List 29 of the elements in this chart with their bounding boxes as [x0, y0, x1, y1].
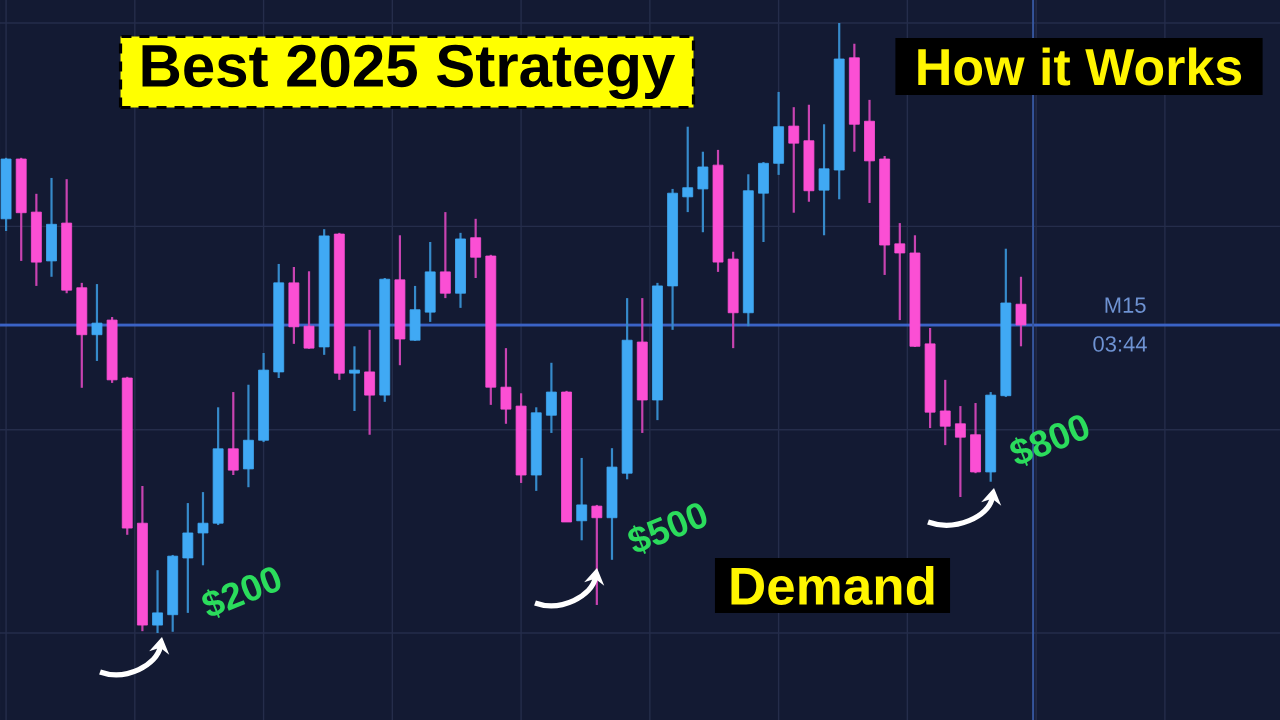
candlestick	[545, 361, 557, 435]
candlestick	[576, 456, 588, 542]
candlestick	[818, 123, 830, 237]
candlestick	[470, 217, 482, 280]
annotation: $800	[1010, 415, 1089, 466]
candlestick	[939, 378, 951, 447]
candlestick	[197, 491, 209, 567]
annotation: How it Works	[918, 47, 1242, 86]
annotation: $200	[202, 567, 281, 618]
candlestick	[682, 125, 694, 214]
candlestick	[894, 221, 906, 322]
candlestick	[303, 270, 315, 350]
candlestick	[591, 503, 603, 607]
annotation: Demand	[731, 566, 934, 605]
candlestick	[500, 347, 512, 425]
candlestick	[439, 211, 451, 300]
candlestick	[788, 106, 800, 214]
candlestick	[152, 569, 163, 635]
candlestick	[1015, 275, 1027, 348]
candlestick	[954, 404, 966, 499]
candlestick	[697, 150, 709, 234]
ref-line-label: M15	[1105, 297, 1146, 313]
annotation: $500	[628, 503, 707, 554]
candlestick	[364, 328, 376, 436]
candlestick	[349, 345, 360, 413]
text: 03:44	[1093, 336, 1147, 352]
chart-title: Best 2025 Strategy	[142, 44, 676, 100]
candlestick	[91, 282, 103, 363]
candlestick	[227, 390, 239, 477]
